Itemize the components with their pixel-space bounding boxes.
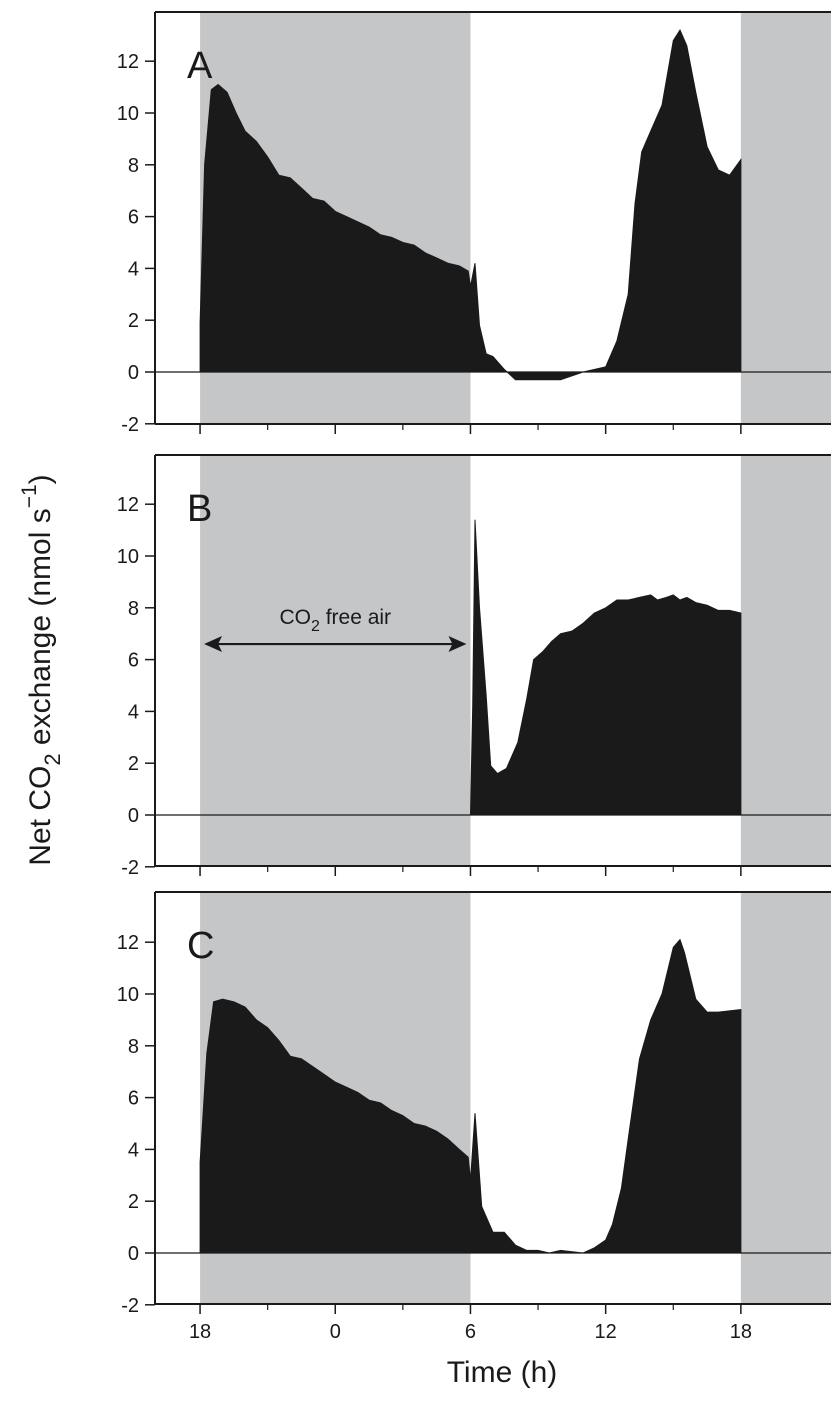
y-tick-label: 12 [117, 51, 139, 73]
annotation-arrow-head-left [204, 636, 223, 653]
y-tick-label: 8 [128, 598, 139, 620]
y-tick-label: 4 [128, 701, 139, 723]
dark-period-2 [740, 455, 831, 866]
y-tick-label: 2 [128, 753, 139, 775]
x-axis-title: Time (h) [447, 1356, 558, 1389]
y-tick-label: 6 [128, 650, 139, 672]
y-axis-title-superscript: −1 [18, 484, 41, 508]
y-tick-label: 10 [117, 984, 139, 1006]
y-tick-label: 12 [117, 932, 139, 954]
y-tick-label: 10 [117, 103, 139, 125]
annotation-arrow-head-right [448, 636, 467, 653]
panel-letter: B [187, 488, 212, 530]
x-tick-label: 12 [595, 1321, 617, 1343]
annotation-label-rest: free air [320, 606, 391, 629]
y-tick-label: 4 [128, 258, 139, 280]
y-tick-label: 0 [128, 362, 139, 384]
x-tick-label: 0 [330, 1321, 341, 1343]
y-tick-label: 2 [128, 310, 139, 332]
y-tick-label: -2 [121, 1295, 139, 1317]
y-tick-label: 0 [128, 805, 139, 827]
panel-A: -2 0 2 4 6 8 10 12 A [117, 11, 831, 436]
y-axis-title: Net CO2 exchange (nmol s−1) [18, 474, 65, 865]
x-tick-label: 18 [730, 1321, 752, 1343]
y-tick-label: 6 [128, 1088, 139, 1110]
y-axis-title-middle: exchange (nmol s [24, 508, 57, 753]
y-tick-label: 2 [128, 1191, 139, 1213]
y-tick-label: 10 [117, 546, 139, 568]
annotation-label-subscript: 2 [311, 618, 320, 635]
y-tick-label: 0 [128, 1243, 139, 1265]
x-tick-label: 6 [465, 1321, 476, 1343]
y-axis-title-prefix: Net CO [24, 766, 57, 866]
y-tick-label: -2 [121, 857, 139, 879]
x-tick-label: 18 [189, 1321, 211, 1343]
co2-exchange-area [199, 29, 742, 381]
y-tick-label: 4 [128, 1139, 139, 1161]
dark-period-2 [740, 892, 831, 1304]
co2-exchange-area [469, 519, 742, 816]
panel-letter: A [187, 45, 213, 87]
panel-letter: C [187, 925, 214, 967]
annotation-label: CO2 free air [279, 606, 391, 635]
y-tick-label: 12 [117, 494, 139, 516]
panel-C: -2 0 2 4 6 8 10 12 18 0 6 12 18 C [117, 891, 831, 1343]
co2-exchange-area [199, 938, 742, 1254]
y-tick-label: 8 [128, 1036, 139, 1058]
y-axis-title-subscript: 2 [40, 753, 65, 765]
y-tick-label: -2 [121, 414, 139, 436]
annotation-label-main: CO [279, 606, 311, 629]
dark-period-1 [200, 455, 471, 866]
y-tick-label: 6 [128, 207, 139, 229]
y-tick-label: 8 [128, 155, 139, 177]
y-axis-title-suffix: ) [24, 474, 57, 484]
dark-period-2 [740, 12, 831, 424]
